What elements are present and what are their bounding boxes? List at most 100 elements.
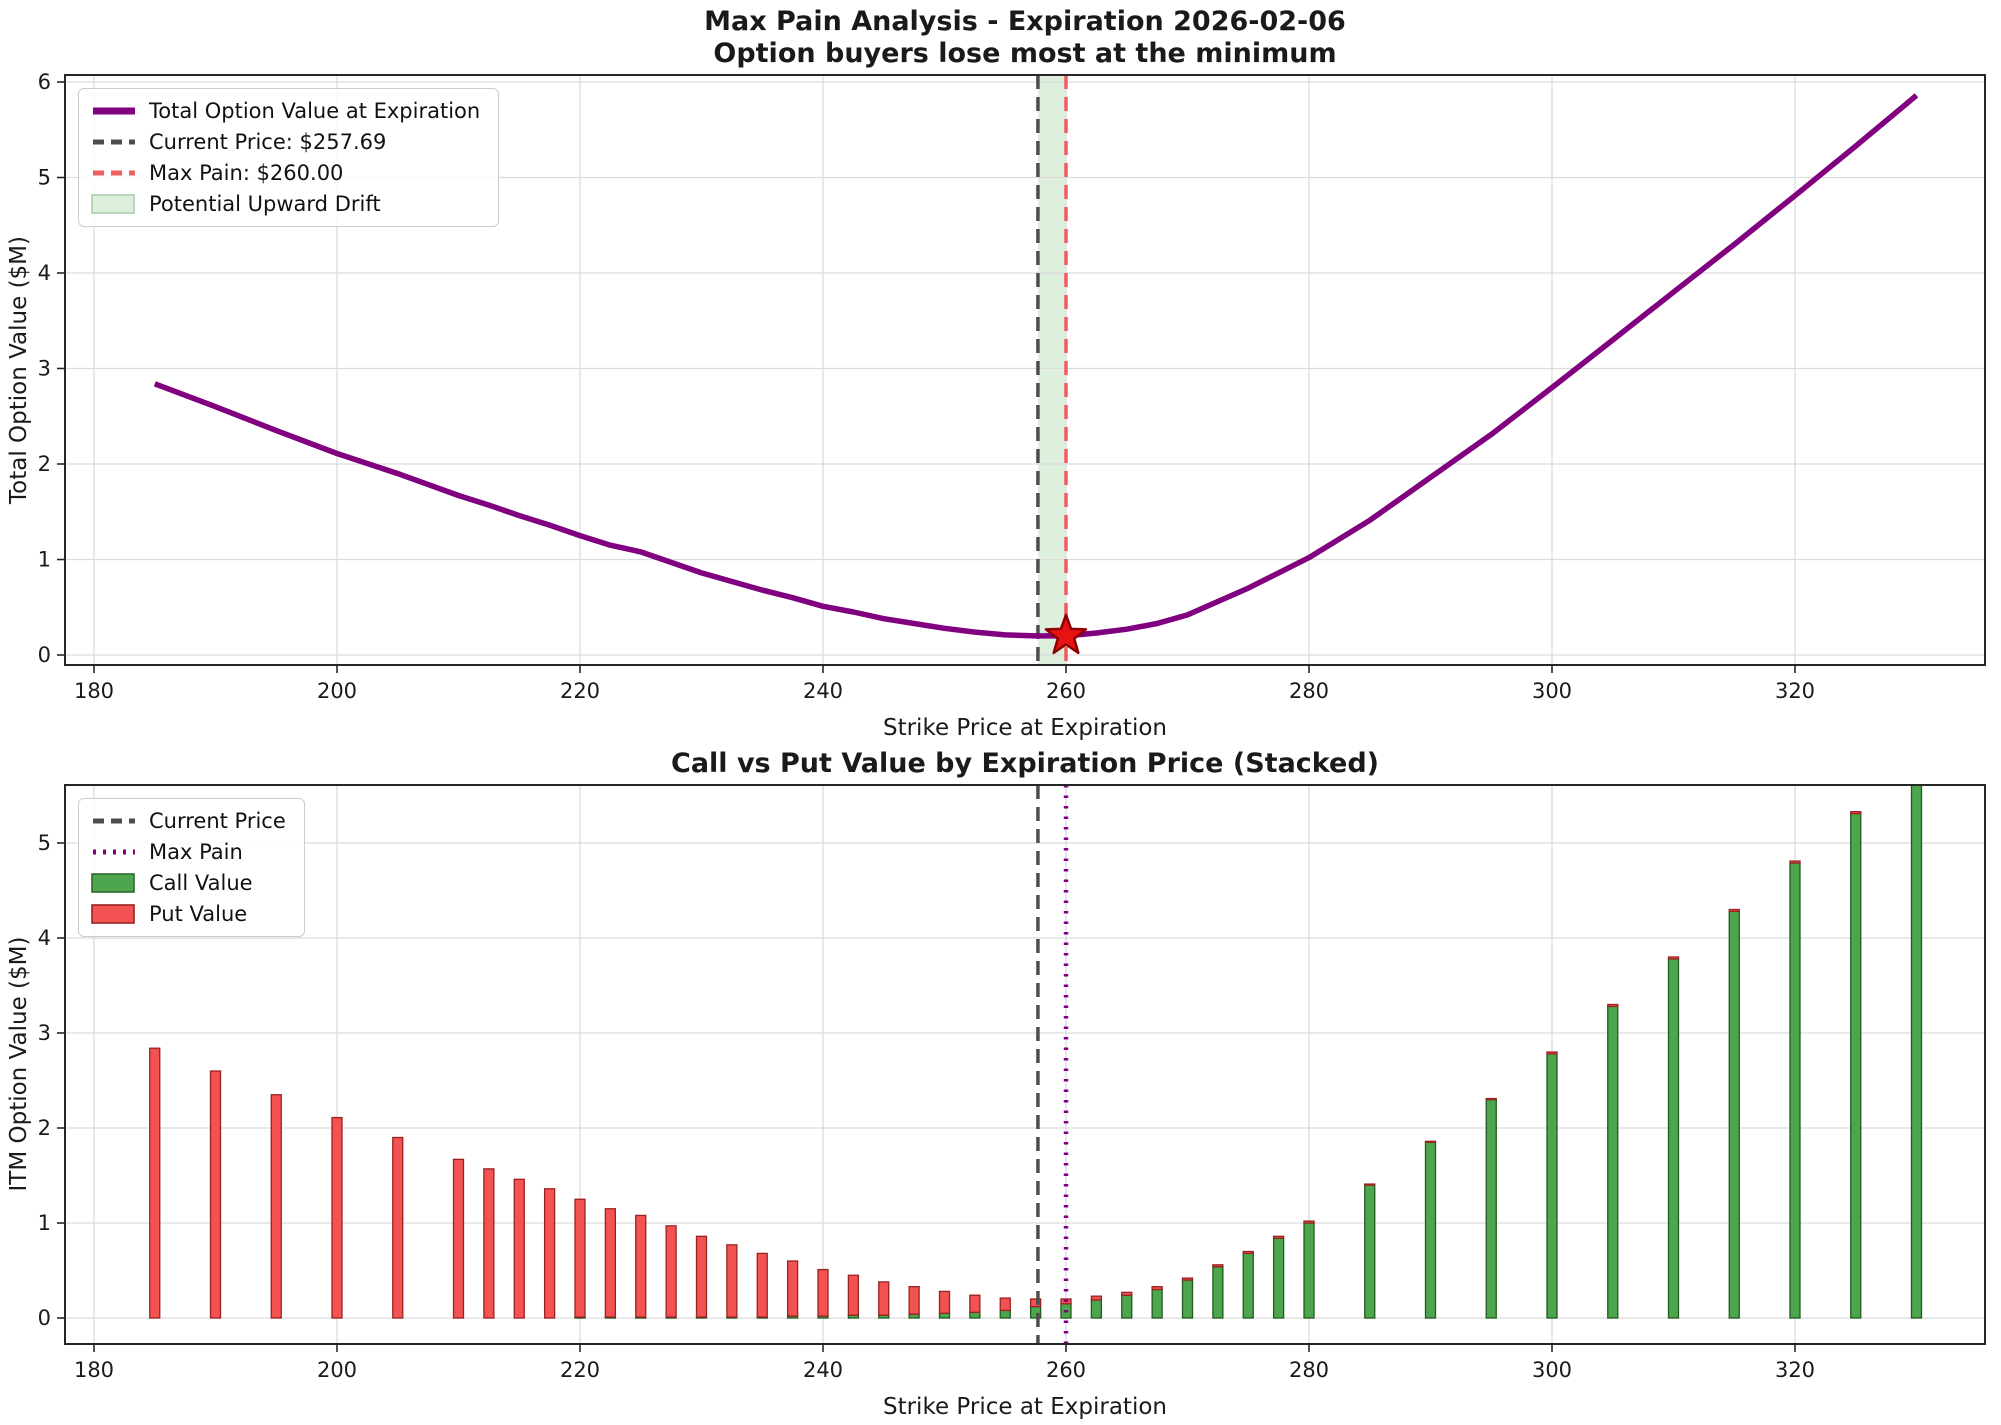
tick-label: 320	[1775, 679, 1815, 703]
call-bar	[1607, 1005, 1619, 1319]
patch	[91, 194, 135, 214]
tick-label: 1	[38, 1211, 51, 1235]
put-bar	[1272, 1235, 1285, 1239]
put-bar	[908, 1286, 920, 1315]
tick-label: 180	[74, 679, 114, 703]
tick-label: 5	[38, 831, 51, 855]
put-bar	[1789, 860, 1801, 864]
call-bar	[999, 1309, 1011, 1319]
put-bar	[543, 1188, 556, 1319]
put-bar	[1090, 1295, 1103, 1301]
top-title-line1: Max Pain Analysis - Expiration 2026-02-0…	[704, 6, 1346, 37]
tick-label: 280	[1289, 1358, 1329, 1382]
put-bar	[1850, 811, 1862, 815]
call-bar	[969, 1311, 981, 1319]
put-bar	[1151, 1286, 1163, 1291]
put-bar	[938, 1290, 951, 1314]
bottom-title: Call vs Put Value by Expiration Price (S…	[671, 748, 1379, 779]
bottom-legend-item: Current Price	[91, 809, 286, 833]
put-bar	[1728, 908, 1740, 913]
put-bar	[635, 1214, 647, 1318]
put-bar	[209, 1070, 222, 1319]
put-bar	[999, 1297, 1011, 1312]
top-legend-item: Potential Upward Drift	[91, 192, 480, 216]
tick-label: 2	[38, 452, 51, 476]
put-bar	[847, 1274, 860, 1316]
tick-label: 260	[1046, 679, 1086, 703]
dashed-swatch-icon	[93, 139, 135, 145]
call-bar	[1212, 1266, 1224, 1319]
dashed-swatch-icon	[93, 170, 135, 176]
tick-label: 260	[1046, 1358, 1086, 1382]
put-bar	[270, 1094, 282, 1319]
max-pain-star-icon	[1044, 613, 1088, 655]
tick-label: 180	[74, 1358, 114, 1382]
dashed-swatch-icon	[93, 818, 135, 824]
put-bar	[695, 1235, 708, 1318]
put-bar	[756, 1252, 768, 1318]
put-bar	[513, 1178, 525, 1319]
tick-label: 2	[38, 1116, 51, 1140]
put-bar	[1242, 1250, 1254, 1255]
patch	[91, 904, 135, 924]
put-bar	[1181, 1277, 1194, 1281]
put-bar	[331, 1116, 343, 1319]
tick-label: 240	[803, 1358, 843, 1382]
put-bar	[483, 1168, 495, 1319]
put-bar	[1364, 1183, 1376, 1186]
bars-group	[149, 761, 1923, 1319]
put-bar	[786, 1260, 799, 1317]
put-bar	[574, 1198, 586, 1318]
tick-label: 220	[560, 679, 600, 703]
tick-label: 200	[317, 679, 357, 703]
put-bar	[1303, 1220, 1315, 1224]
put-bar	[1912, 761, 1922, 763]
tick-label: 1	[38, 548, 51, 572]
bottom-chart-legend: Current Price Max Pain Call Value Put Value	[78, 798, 305, 937]
put-bar	[1212, 1264, 1224, 1268]
top-chart-legend: Total Option Value at Expiration Current …	[78, 88, 500, 227]
tick-label: 0	[38, 643, 51, 667]
bottom-legend-label: Current Price	[149, 809, 286, 833]
call-bar	[1485, 1098, 1497, 1319]
put-bar	[1424, 1140, 1437, 1143]
top-legend-item: Total Option Value at Expiration	[91, 99, 480, 123]
patch-swatch-icon	[91, 904, 135, 924]
top-legend-label: Total Option Value at Expiration	[149, 99, 481, 123]
tick-label: 280	[1289, 679, 1329, 703]
call-bar	[1090, 1299, 1103, 1319]
put-bar	[665, 1225, 677, 1318]
put-bar	[726, 1244, 738, 1318]
bottom-legend-item: Max Pain	[91, 840, 286, 864]
bottom-xlabel: Strike Price at Expiration	[883, 1394, 1167, 1420]
put-bar	[1121, 1291, 1133, 1296]
put-bar	[392, 1136, 404, 1319]
bottom-legend-label: Put Value	[149, 902, 248, 926]
tick-label: 4	[38, 261, 51, 285]
tick-label: 3	[38, 357, 51, 381]
tick-label: 220	[560, 1358, 600, 1382]
call-bar	[1364, 1184, 1376, 1319]
tick-label: 240	[803, 679, 843, 703]
tick-label: 320	[1775, 1358, 1815, 1382]
call-bar	[1424, 1141, 1437, 1319]
put-bar	[969, 1294, 981, 1313]
tick-label: 0	[38, 1306, 51, 1330]
bottom-legend-label: Max Pain	[149, 840, 243, 864]
call-bar	[1728, 910, 1740, 1319]
top-title-line2: Option buyers lose most at the minimum	[713, 38, 1336, 69]
patch-swatch-icon	[91, 873, 135, 893]
top-legend-label: Max Pain: $260.00	[149, 161, 344, 185]
bottom-legend-item: Put Value	[91, 902, 286, 926]
bottom-ylabel: ITM Option Value ($M)	[6, 937, 32, 1192]
put-bar	[878, 1281, 890, 1316]
tick-label: 3	[38, 1021, 51, 1045]
call-bar	[1151, 1288, 1163, 1319]
patch-swatch-icon	[91, 194, 135, 214]
put-bar	[1546, 1051, 1558, 1055]
top-legend-item: Max Pain: $260.00	[91, 161, 480, 185]
put-bar	[1485, 1097, 1497, 1101]
patch	[91, 873, 135, 893]
call-bar	[1242, 1252, 1254, 1319]
